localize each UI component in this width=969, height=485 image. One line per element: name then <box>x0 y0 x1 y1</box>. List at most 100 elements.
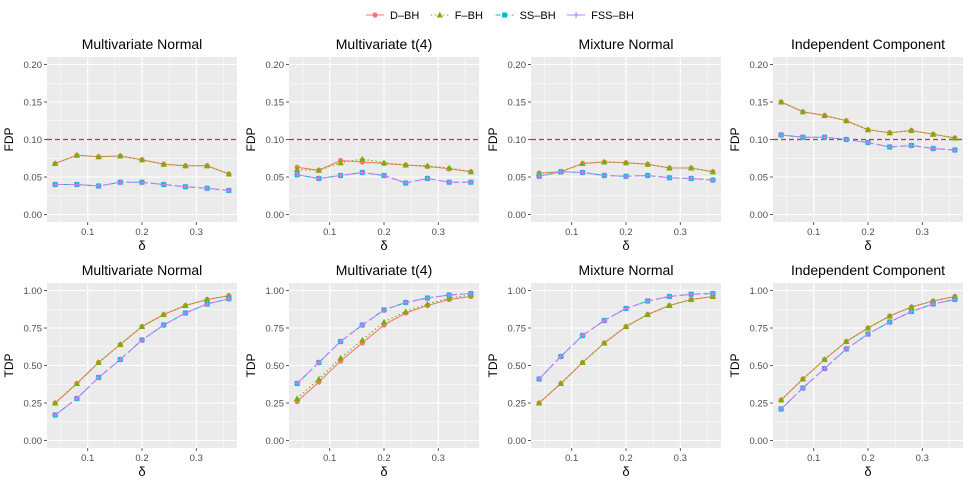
series-FSS–BH <box>294 169 474 186</box>
data-point <box>204 301 211 307</box>
series-F–BH <box>535 293 717 406</box>
data-point <box>293 166 301 173</box>
y-axis-label: FDP <box>728 128 742 152</box>
data-point <box>687 164 695 171</box>
data-point <box>445 164 453 171</box>
data-point <box>536 173 543 180</box>
data-point <box>315 167 323 173</box>
data-point <box>95 374 102 381</box>
data-point <box>688 291 695 298</box>
series-FSS–BH <box>294 290 474 387</box>
series-FSS–BH <box>778 132 958 153</box>
data-point <box>623 173 629 180</box>
panel-4: 0.1 0.2 0.3 0.00 0.05 0.10 0.15 0.20 Independent… <box>728 36 963 253</box>
data-point <box>203 296 211 303</box>
data-point <box>777 98 785 105</box>
panel-title: Multivariate t(4) <box>336 36 432 52</box>
data-point <box>381 172 387 179</box>
panel-8: 0.1 0.2 0.3 0.00 0.25 0.50 0.75 1.00 Independent… <box>728 262 963 479</box>
data-point <box>930 301 937 307</box>
data-point <box>315 175 322 182</box>
tick-label-y: 0.00 <box>750 436 769 447</box>
data-point <box>337 354 344 361</box>
tick-label-y: 0.10 <box>24 135 43 146</box>
data-point <box>666 293 673 300</box>
panel-7: 0.1 0.2 0.3 0.00 0.25 0.50 0.75 1.00 Mixture Nor… <box>486 262 721 479</box>
tick-label-x: 0.1 <box>807 453 820 464</box>
tick-label-y: 0.25 <box>24 398 43 409</box>
legend: D–BH F–BH SS–BH FSS–BH <box>366 10 634 22</box>
x-axis-label: δ <box>864 464 871 479</box>
legend-key-marker <box>502 12 508 18</box>
data-point <box>95 359 102 366</box>
tick-label-x: 0.1 <box>81 227 94 238</box>
data-point <box>908 127 915 134</box>
x-axis-label: δ <box>864 238 871 253</box>
data-point <box>160 322 167 328</box>
data-point <box>293 395 301 402</box>
tick-label-y: 0.50 <box>508 361 527 372</box>
tick-label-y: 0.20 <box>508 60 527 71</box>
data-point <box>51 160 59 167</box>
data-point <box>930 145 937 152</box>
x-axis-label: δ <box>622 464 629 479</box>
tick-label-y: 0.05 <box>750 172 769 183</box>
data-point <box>402 161 409 168</box>
series-F–BH <box>51 152 233 177</box>
data-point <box>557 380 565 387</box>
data-point <box>886 319 893 325</box>
data-point <box>138 156 146 163</box>
data-point <box>138 323 146 330</box>
tick-label-x: 0.1 <box>81 453 94 464</box>
y-axis-label: TDP <box>728 354 742 378</box>
data-point <box>886 144 893 150</box>
data-point <box>182 183 189 190</box>
legend-label: FSS–BH <box>591 10 634 22</box>
tick-label-y: 0.05 <box>24 172 43 183</box>
data-point <box>865 331 871 337</box>
panel-title: Multivariate t(4) <box>336 262 432 278</box>
data-point <box>644 311 651 318</box>
data-point <box>160 311 167 318</box>
data-point <box>424 175 431 182</box>
data-point <box>467 168 475 175</box>
tick-label-y: 0.15 <box>508 97 527 108</box>
tick-label-x: 0.2 <box>619 227 632 238</box>
data-point <box>160 161 167 167</box>
tick-label-x: 0.1 <box>807 227 820 238</box>
data-point <box>886 129 893 136</box>
tick-label-y: 0.10 <box>750 135 769 146</box>
series-FSS–BH <box>778 296 958 412</box>
data-point <box>73 152 81 158</box>
y-axis-label: FDP <box>2 128 16 152</box>
tick-label-x: 0.1 <box>323 453 336 464</box>
tick-label-y: 0.00 <box>266 436 285 447</box>
data-point <box>52 412 59 418</box>
data-point <box>622 323 630 330</box>
data-point <box>337 338 344 345</box>
data-point <box>579 160 586 167</box>
data-point <box>359 336 366 343</box>
data-point <box>73 181 80 188</box>
tick-label-y: 0.00 <box>508 210 527 221</box>
tick-label-y: 0.15 <box>24 97 43 108</box>
data-point <box>359 155 366 162</box>
data-point <box>402 308 409 315</box>
data-point <box>601 339 608 346</box>
y-axis-label: TDP <box>486 354 500 378</box>
data-point <box>182 162 189 169</box>
data-point <box>778 132 785 138</box>
data-point <box>117 341 124 348</box>
tick-label-y: 1.00 <box>266 286 285 297</box>
tick-label-x: 0.1 <box>565 227 578 238</box>
tick-label-y: 0.05 <box>266 172 285 183</box>
x-axis-label: δ <box>138 238 145 253</box>
tick-label-x: 0.3 <box>190 227 203 238</box>
tick-label-x: 0.3 <box>674 227 687 238</box>
tick-label-y: 0.75 <box>508 323 527 334</box>
data-point <box>601 158 608 165</box>
data-point <box>709 168 717 175</box>
legend-key-marker <box>573 12 580 18</box>
panel-title: Independent Component <box>791 36 945 52</box>
tick-label-y: 0.50 <box>24 361 43 372</box>
